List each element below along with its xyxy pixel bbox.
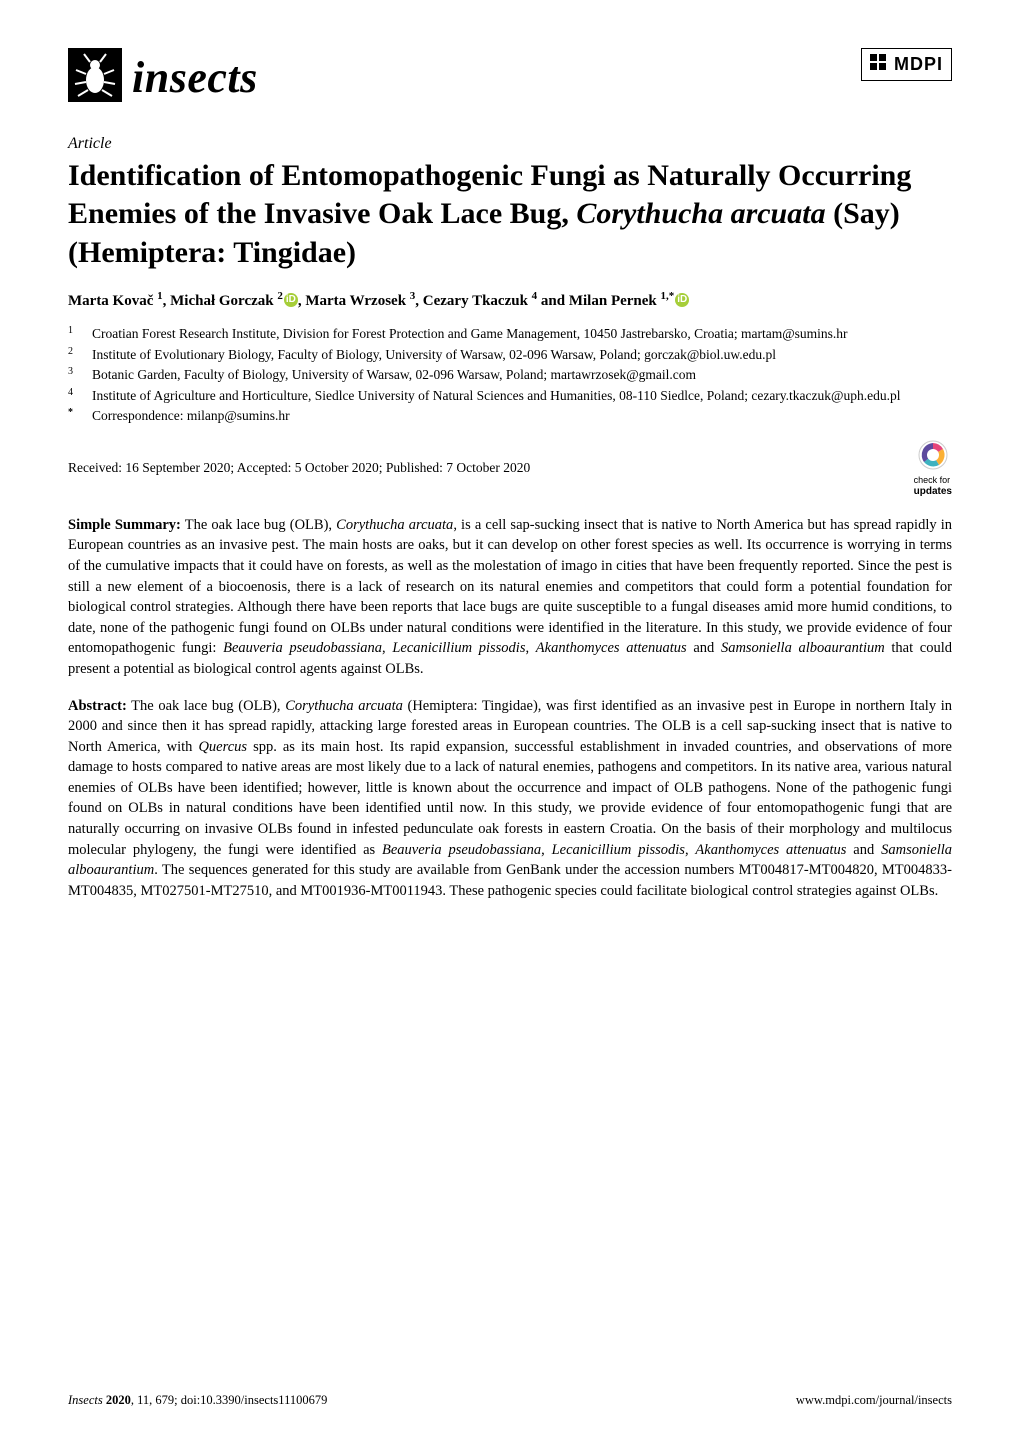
check-updates-line2: updates (914, 486, 952, 497)
ss-text: , is a cell sap-sucking insect that is n… (68, 517, 952, 656)
author-name: Marta Kovač (68, 293, 157, 309)
title-species: Corythucha arcuata (576, 197, 825, 230)
abstract-heading: Abstract: (68, 698, 127, 714)
corr-mark: * (68, 407, 73, 418)
author-sep: and (537, 293, 569, 309)
abs-text: and (846, 842, 881, 858)
abs-species: Quercus (198, 739, 247, 755)
footer-journal: Insects (68, 1393, 106, 1407)
authors-line: Marta Kovač 1, Michał Gorczak 2iD, Marta… (68, 290, 952, 310)
affiliation-row: 2 Institute of Evolutionary Biology, Fac… (68, 345, 952, 365)
footer-url[interactable]: www.mdpi.com/journal/insects (796, 1393, 952, 1408)
abs-text: The oak lace bug (OLB), (127, 698, 285, 714)
mdpi-mark-icon (868, 52, 888, 77)
abs-species: Beauveria pseudobassiana (382, 842, 541, 858)
abs-species: Corythucha arcuata (285, 698, 403, 714)
journal-name: insects (132, 52, 258, 103)
insect-icon (68, 48, 122, 107)
affil-text: Croatian Forest Research Institute, Divi… (92, 324, 848, 344)
abstract-block: Abstract: The oak lace bug (OLB), Coryth… (68, 696, 952, 902)
affiliation-row: 3 Botanic Garden, Faculty of Biology, Un… (68, 365, 952, 385)
author-name: Cezary Tkaczuk (423, 293, 532, 309)
affiliation-row: 4 Institute of Agriculture and Horticult… (68, 386, 952, 406)
affil-text: Institute of Evolutionary Biology, Facul… (92, 345, 776, 365)
ss-text: The oak lace bug (OLB), (181, 517, 336, 533)
ss-text: , (382, 640, 392, 656)
ss-species: Corythucha arcuata (336, 517, 453, 533)
corr-text: Correspondence: milanp@sumins.hr (92, 406, 290, 426)
simple-summary-heading: Simple Summary: (68, 517, 181, 533)
journal-brand: insects (68, 48, 258, 107)
orcid-icon[interactable]: iD (675, 293, 689, 307)
affil-num: 1 (68, 324, 80, 344)
author-affil-mark: 2 (277, 290, 283, 302)
ss-species: Lecanicillium pissodis (392, 640, 525, 656)
simple-summary-block: Simple Summary: The oak lace bug (OLB), … (68, 515, 952, 680)
ss-text: and (687, 640, 721, 656)
affil-num: 4 (68, 386, 80, 406)
abs-species: Akanthomyces attenuatus (695, 842, 846, 858)
author-name: Milan Pernek (569, 293, 661, 309)
ss-species: Akanthomyces attenuatus (536, 640, 687, 656)
check-updates-label: check for updates (914, 476, 952, 497)
article-title: Identification of Entomopathogenic Fungi… (68, 157, 952, 272)
author-name: Marta Wrzosek (305, 293, 409, 309)
abs-text: , (541, 842, 551, 858)
abs-text: . The sequences generated for this study… (68, 862, 952, 899)
affil-num: 3 (68, 365, 80, 385)
footer-year: 2020 (106, 1393, 131, 1407)
author-sep: , (415, 293, 423, 309)
publisher-logo: MDPI (861, 48, 952, 81)
check-for-updates-badge[interactable]: check for updates (914, 440, 952, 497)
footer-rest: , 11, 679; doi:10.3390/insects11100679 (131, 1393, 328, 1407)
page-header: insects MDPI (68, 48, 952, 107)
affil-text: Botanic Garden, Faculty of Biology, Univ… (92, 365, 696, 385)
article-history: Received: 16 September 2020; Accepted: 5… (68, 460, 530, 476)
abs-text: , (685, 842, 695, 858)
history-row: Received: 16 September 2020; Accepted: 5… (68, 440, 952, 497)
footer-citation: Insects 2020, 11, 679; doi:10.3390/insec… (68, 1393, 327, 1408)
ss-species: Samsoniella alboaurantium (721, 640, 885, 656)
affiliation-row: 1 Croatian Forest Research Institute, Di… (68, 324, 952, 344)
affiliations-block: 1 Croatian Forest Research Institute, Di… (68, 324, 952, 426)
page-footer: Insects 2020, 11, 679; doi:10.3390/insec… (68, 1393, 952, 1408)
ss-species: Beauveria pseudobassiana (223, 640, 382, 656)
correspondence-row: * Correspondence: milanp@sumins.hr (68, 406, 952, 426)
affil-text: Institute of Agriculture and Horticultur… (92, 386, 900, 406)
article-type: Article (68, 135, 952, 153)
abs-text: spp. as its main host. Its rapid expansi… (68, 739, 952, 858)
orcid-icon[interactable]: iD (284, 293, 298, 307)
abs-species: Lecanicillium pissodis (552, 842, 685, 858)
check-updates-line1: check for (914, 475, 951, 485)
author-name: Michał Gorczak (170, 293, 277, 309)
author-affil-mark: 1,* (661, 290, 675, 302)
publisher-name: MDPI (894, 54, 943, 75)
crossmark-icon (918, 440, 948, 474)
affil-num: 2 (68, 345, 80, 365)
ss-text: , (525, 640, 535, 656)
